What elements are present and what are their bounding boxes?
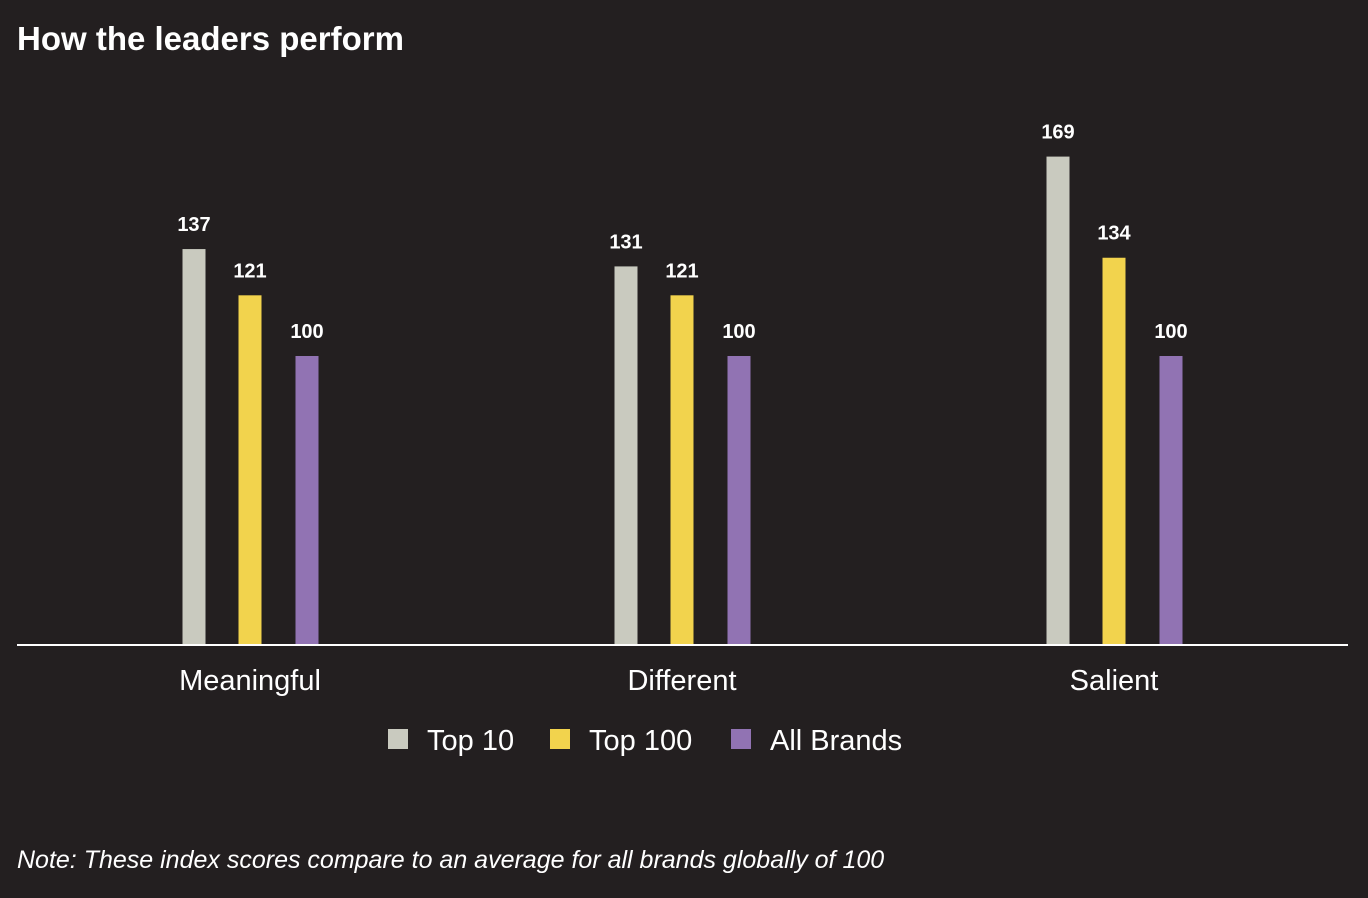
data-label: 121 bbox=[233, 260, 266, 282]
data-label: 137 bbox=[177, 214, 210, 236]
legend-label: All Brands bbox=[770, 725, 902, 757]
chart-title: How the leaders perform bbox=[17, 20, 404, 57]
data-label: 131 bbox=[609, 231, 642, 253]
legend: Top 10 Top 100 All Brands bbox=[388, 725, 902, 757]
bar-meaningful-top-10 bbox=[182, 249, 206, 645]
category-label: Different bbox=[627, 665, 736, 697]
bar-salient-top-10 bbox=[1046, 156, 1070, 645]
data-label: 169 bbox=[1041, 122, 1074, 144]
legend-label: Top 100 bbox=[589, 725, 692, 757]
bar-meaningful-all-brands bbox=[295, 356, 319, 645]
bar-different-top-10 bbox=[614, 266, 638, 645]
legend-label: Top 10 bbox=[427, 725, 514, 757]
data-label: 121 bbox=[665, 260, 698, 282]
bar-salient-top-100 bbox=[1102, 257, 1126, 645]
bars-group: 137 121 100 131 121 100 169 134 100 bbox=[177, 122, 1188, 645]
bar-different-top-100 bbox=[670, 295, 694, 645]
bar-different-all-brands bbox=[727, 356, 751, 645]
data-label: 134 bbox=[1097, 223, 1131, 245]
category-labels: Meaningful Different Salient bbox=[179, 665, 1158, 697]
legend-swatch bbox=[388, 729, 408, 749]
bar-meaningful-top-100 bbox=[238, 295, 262, 645]
category-label: Meaningful bbox=[179, 665, 321, 697]
data-label: 100 bbox=[722, 321, 755, 343]
data-label: 100 bbox=[1154, 321, 1187, 343]
legend-swatch bbox=[550, 729, 570, 749]
chart-note: Note: These index scores compare to an a… bbox=[17, 846, 884, 874]
bar-salient-all-brands bbox=[1159, 356, 1183, 645]
category-label: Salient bbox=[1070, 665, 1159, 697]
data-label: 100 bbox=[290, 321, 323, 343]
legend-swatch bbox=[731, 729, 751, 749]
